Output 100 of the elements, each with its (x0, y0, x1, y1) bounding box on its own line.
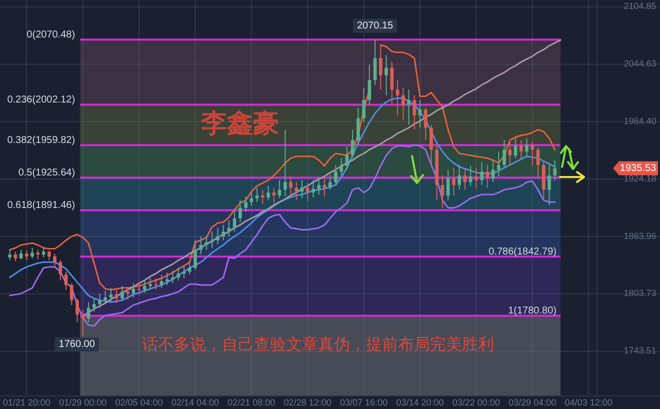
candlestick (255, 187, 259, 203)
annotation: 话不多说，自己查验文章真伪，提前布局完美胜利 (142, 334, 494, 354)
y-tick-label: 1743.51 (624, 346, 656, 356)
candlestick (132, 282, 136, 298)
candlestick (334, 164, 338, 186)
candlestick (272, 187, 276, 204)
candlestick (458, 164, 462, 190)
candlestick (508, 142, 512, 166)
candlestick (452, 167, 456, 196)
candlestick (104, 290, 108, 305)
candlestick (536, 147, 540, 179)
candlestick (356, 107, 360, 146)
y-tick-label: 1984.40 (624, 116, 656, 126)
candlestick (232, 209, 236, 232)
candlestick (216, 227, 220, 245)
x-tick-label: 02/14 04:00 (171, 397, 220, 408)
candlestick (480, 162, 484, 186)
candlestick (378, 44, 382, 90)
x-tick-label: 02/28 12:00 (284, 397, 332, 408)
candlestick (98, 293, 102, 308)
x-tick-label: 01/21 20:00 (2, 397, 50, 408)
candlestick (474, 167, 478, 188)
candlestick (350, 129, 354, 159)
x-tick-label: 03/07 16:00 (340, 397, 388, 408)
candlestick (390, 61, 394, 106)
candlestick (42, 246, 46, 258)
candlestick (171, 270, 174, 284)
candlestick (238, 200, 242, 223)
candlestick (30, 247, 34, 259)
candlestick (58, 260, 62, 281)
candlestick (114, 289, 118, 304)
candlestick (194, 240, 197, 270)
line-series (9, 144, 556, 327)
candlestick (322, 178, 326, 197)
candlestick (76, 298, 79, 323)
candlestick (24, 250, 28, 261)
candlestick (199, 236, 203, 256)
candlestick (14, 251, 18, 262)
y-tick-label: 1924.18 (624, 173, 656, 184)
candlestick (210, 231, 214, 248)
candlestick (486, 164, 490, 188)
candlestick (8, 249, 12, 261)
candlestick (260, 189, 264, 205)
candlestick (204, 236, 208, 250)
candlestick (412, 94, 416, 130)
ref-line-label: 0(2070.48) (26, 30, 76, 41)
candlestick (278, 180, 282, 199)
candlestick (36, 249, 40, 260)
candlestick (109, 287, 113, 302)
ref-line-label: 1(1780.80) (508, 306, 556, 317)
candlestick (362, 87, 366, 123)
candlestick (430, 124, 433, 166)
candlestick (525, 138, 528, 158)
candlestick (182, 265, 186, 279)
candlestick (502, 140, 506, 168)
candlestick (368, 64, 372, 106)
candlestick (250, 191, 254, 206)
x-tick-label: 03/14 20:00 (396, 397, 444, 408)
candlestick (496, 151, 500, 177)
candlestick (418, 100, 422, 128)
candlestick (244, 196, 248, 212)
x-tick-label: 04/03 12:00 (564, 397, 612, 408)
candlestick (120, 285, 124, 301)
candlestick (328, 174, 332, 190)
candlestick (306, 182, 310, 202)
candlestick (92, 298, 96, 312)
candlestick (266, 185, 270, 201)
annotation: 李鑫豪 (200, 109, 279, 140)
candlestick (222, 224, 226, 241)
ref-line-label: 0.5(1925.64) (18, 168, 76, 179)
candlestick (176, 267, 180, 281)
candlestick (294, 182, 298, 201)
y-tick-label: 1803.73 (624, 288, 656, 298)
candlestick (530, 142, 534, 166)
candlestick (142, 280, 146, 294)
y-tick-label: 2104.85 (624, 1, 656, 12)
candlestick (19, 249, 23, 260)
candlestick (468, 165, 472, 186)
text: 1935.53 (620, 162, 657, 174)
candlestick (137, 284, 141, 296)
x-tick-label: 02/21 08:00 (228, 397, 276, 408)
x-tick-label: 01/29 00:00 (59, 397, 107, 408)
candlestick (317, 176, 321, 195)
candlestick (126, 286, 130, 300)
ref-line-label: 0.382(1959.82) (7, 135, 76, 146)
ref-line-label: 0.786(1842.79) (488, 246, 556, 258)
candlestick (548, 164, 551, 206)
candlestick (47, 250, 51, 261)
candlestick (407, 89, 410, 126)
candlestick (70, 282, 74, 306)
y-tick-label: 1863.96 (624, 230, 656, 241)
candlestick (340, 158, 344, 176)
candlestick (384, 54, 388, 96)
x-tick-label: 02/05 04:00 (115, 397, 163, 408)
x-tick-label: 03/29 04:00 (508, 397, 556, 408)
ref-line-label: 0.618(1891.46) (7, 200, 76, 212)
candlestick (312, 180, 315, 198)
annotation: 2070.15 (356, 20, 394, 32)
candlestick (53, 253, 56, 266)
x-tick-label: 03/22 00:00 (452, 397, 500, 408)
